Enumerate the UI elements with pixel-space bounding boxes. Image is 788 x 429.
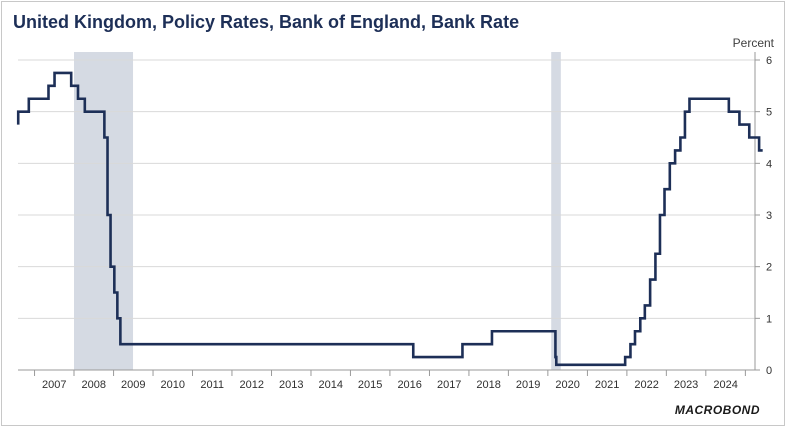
series-line-layer: [16, 71, 763, 367]
x-tick-label: 2012: [239, 379, 263, 391]
y-axis-unit-label: Percent: [732, 36, 774, 50]
x-tick-label: 2021: [595, 379, 619, 391]
x-tick-label: 2013: [279, 379, 303, 391]
x-tick-label: 2020: [555, 379, 579, 391]
tick-labels-layer: 0 1 2 3 4 5 6 2007 2008 2009 2010 2011 2012 2013 2014 2…: [42, 55, 772, 391]
recession-band-2: [551, 52, 561, 370]
x-tick-label: 2016: [397, 379, 421, 391]
x-tick-label: 2010: [161, 379, 185, 391]
y-tick-label: 5: [766, 107, 772, 119]
x-tick-label: 2018: [476, 379, 500, 391]
chart-title: United Kingdom, Policy Rates, Bank of En…: [13, 12, 520, 32]
series-line-1: [16, 71, 763, 367]
x-tick-label: 2022: [634, 379, 658, 391]
recession-shading-layer: [74, 52, 561, 370]
x-tick-label: 2023: [674, 379, 698, 391]
y-tick-label: 0: [766, 365, 772, 377]
x-tick-label: 2017: [437, 379, 461, 391]
y-tick-label: 1: [766, 313, 772, 325]
macrobond-logo: MACROBOND: [674, 403, 760, 417]
x-tick-label: 2011: [200, 379, 224, 391]
x-tick-label: 2024: [713, 379, 737, 391]
x-tick-label: 2014: [318, 379, 342, 391]
x-tick-label: 2008: [82, 379, 106, 391]
y-tick-label: 6: [766, 55, 772, 67]
x-tick-label: 2007: [42, 379, 66, 391]
x-tick-label: 2015: [358, 379, 382, 391]
y-tick-label: 4: [766, 158, 772, 170]
x-tick-label: 2019: [516, 379, 540, 391]
x-tick-label: 2009: [121, 379, 145, 391]
y-tick-label: 3: [766, 210, 772, 222]
y-tick-label: 2: [766, 262, 772, 274]
axes-layer: [18, 52, 756, 376]
